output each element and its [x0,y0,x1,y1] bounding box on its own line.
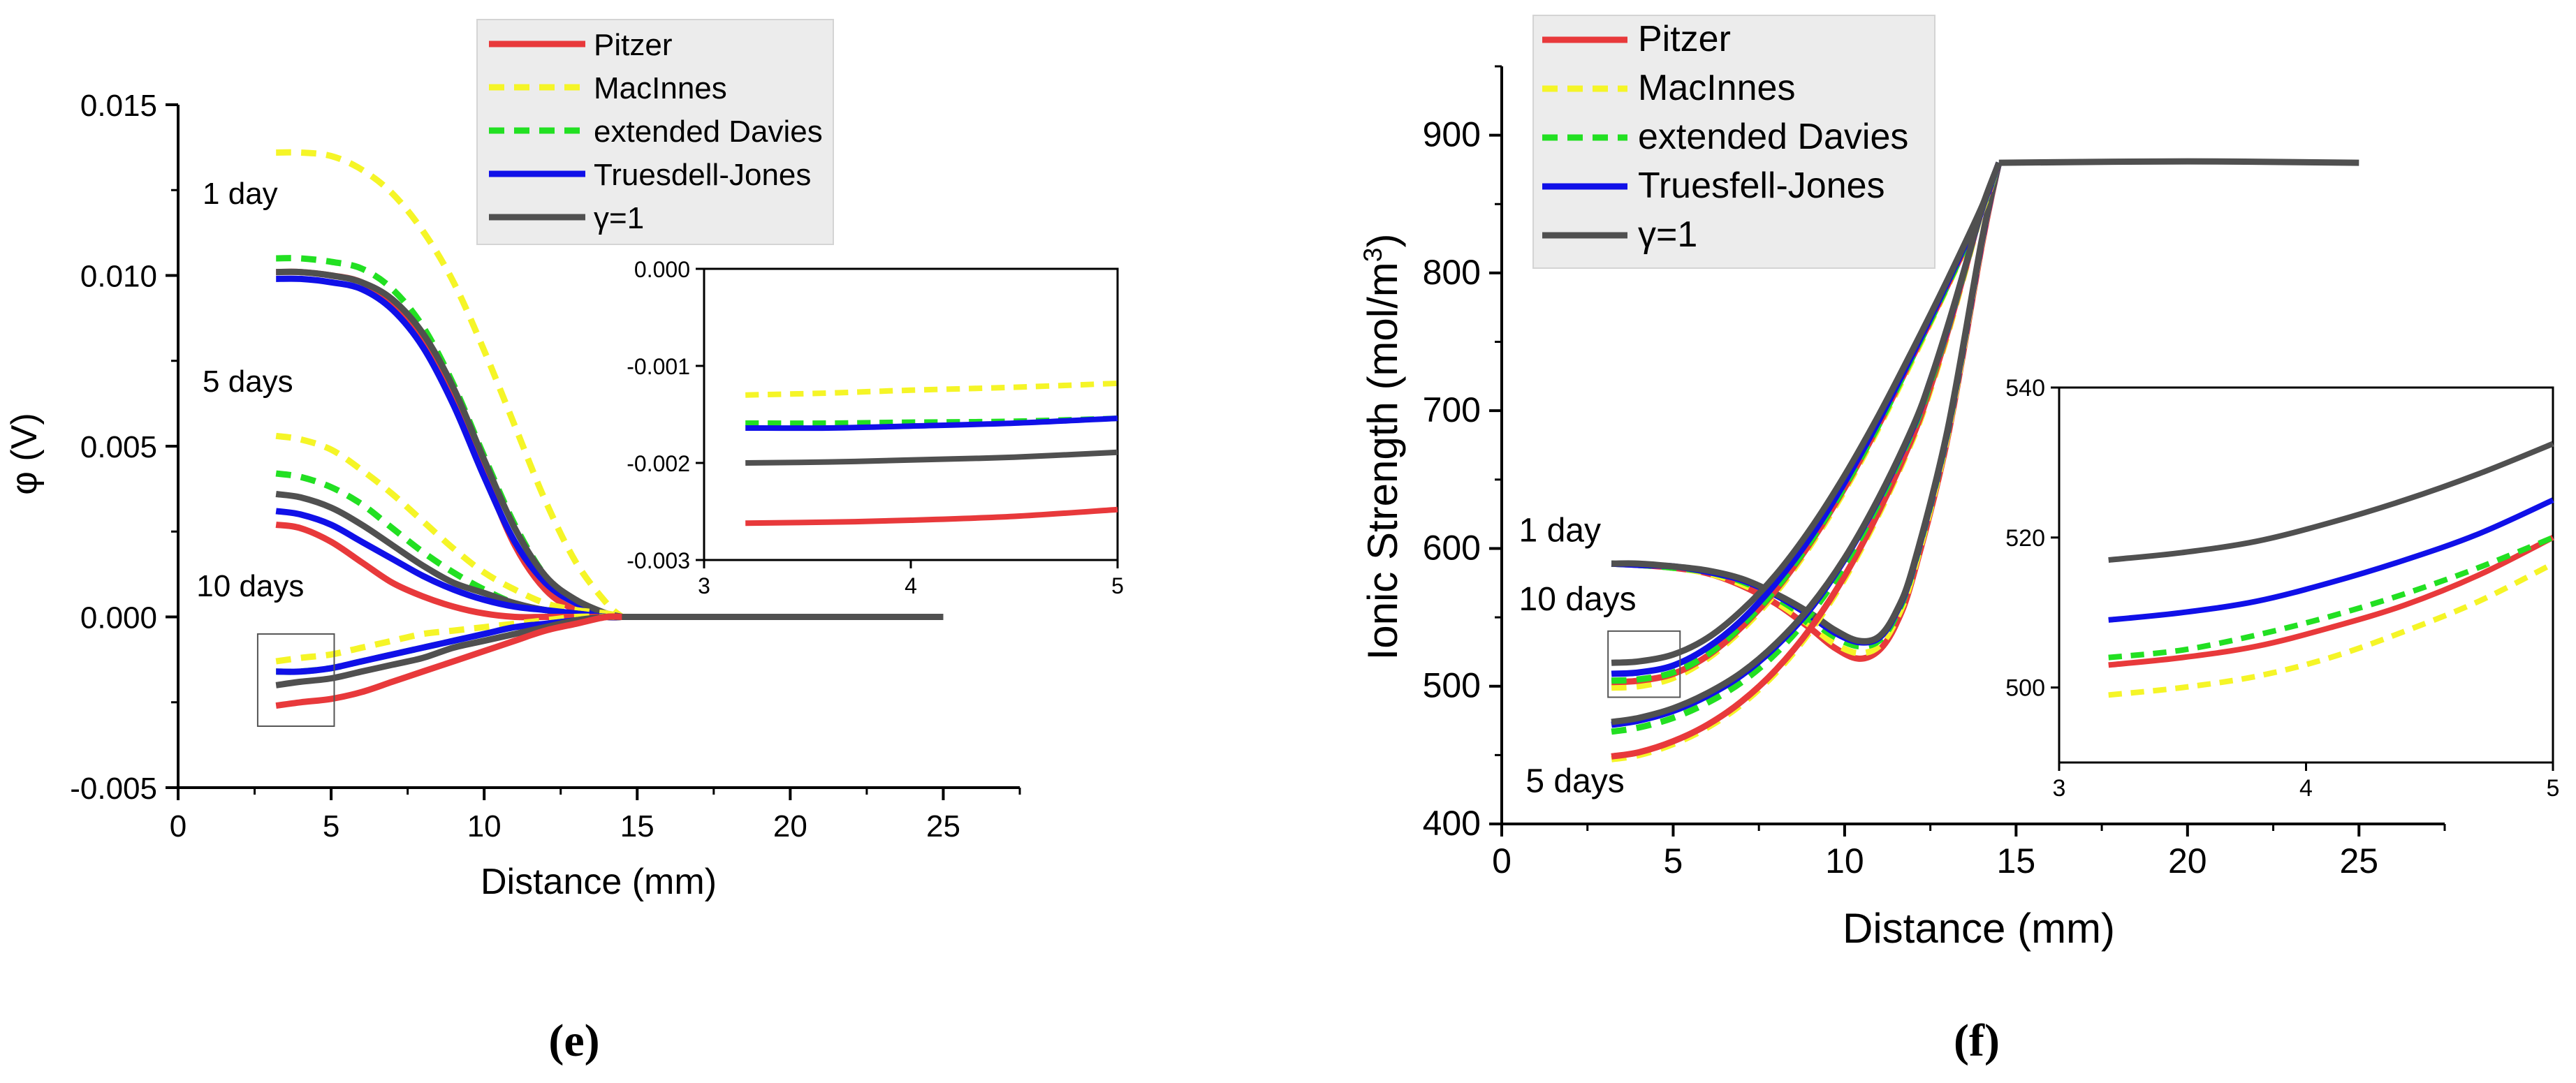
p1-y-tick-label: 800 [1423,253,1481,292]
panel-e-caption: (e) [548,1015,599,1066]
p1-y-axis-label-tail: ) [1359,234,1406,248]
p1-series-line-gamma-9 [1611,161,2002,666]
p0-legend-label-gamma: γ=1 [594,201,644,235]
p1-legend-label-pitzer: Pitzer [1638,19,1731,59]
p1-annotation-label: 5 days [1525,763,1624,800]
p0-inset-x-tick-label: 4 [905,573,917,598]
p1-inset-series-line-davies-2 [2108,535,2554,661]
p1-y-tick-label: 400 [1423,804,1481,843]
p0-series-line-pitzer-2 [276,268,622,621]
p0-y-tick-label: 0.005 [80,430,157,464]
p1-x-tick-label: 25 [2339,841,2378,881]
p1-inset-y-tick-label: 540 [2005,375,2045,401]
p0-y-tick-label: 0.000 [80,601,157,635]
p1-inset-series-line-truesdell-3 [2108,497,2554,623]
p1-x-axis-label: Distance (mm) [1843,905,2115,952]
p0-x-tick-label: 0 [170,809,186,843]
p1-legend-label-gamma: γ=1 [1638,214,1697,255]
p0-inset-series-line-pitzer-4 [745,506,1118,526]
p0-x-tick-label: 20 [773,809,807,843]
p1-inset-y-tick-label: 520 [2005,525,2045,552]
p1-inset-x-tick-label: 3 [2053,775,2066,802]
p0-x-tick-label: 10 [467,809,502,843]
p1-annotation-label: 1 day [1519,513,1601,550]
p0-x-axis-label: Distance (mm) [481,862,717,902]
p0-series-line-gamma-4 [276,268,623,620]
p1-inset-series-line-macinnes-0 [2108,561,2554,698]
p1-legend-box [1532,15,1935,269]
p1-x-tick-label: 5 [1664,841,1683,881]
p1-x-tick-label: 0 [1492,841,1512,881]
p1-series-line-gamma-15 [1998,158,2359,166]
p1-annotation-label: 10 days [1519,581,1637,618]
p1-inset-series-line-gamma-4 [2108,441,2554,563]
p0-legend-label-davies: extended Davies [594,115,823,149]
p0-inset-y-tick-label: -0.002 [627,451,690,476]
p1-legend-label-macinnes: MacInnes [1638,68,1795,108]
p0-inset-y-tick-label: -0.001 [627,354,690,379]
panel-f-chart: 0 5 10 15 20 25 400 500 600 700 800 900 Distance (mm… [1358,15,2559,952]
p0-zoom-box [256,633,335,727]
p0-series-line-macinnes-5 [275,432,623,620]
p0-x-tick-label: 25 [926,809,960,843]
p0-inset-series-line-gamma-3 [745,449,1118,466]
p1-x-tick-label: 10 [1825,841,1864,881]
p1-inset-series-line-pitzer-1 [2108,535,2554,668]
p0-series-line-truesdell-8 [275,508,622,621]
p1-inset-chart: 3 4 5 500 520 540 [2005,375,2559,802]
p1-inset-x-tick-label: 4 [2299,775,2313,802]
p1-series-line-gamma-14 [1611,161,2003,725]
p0-legend-label-truesdell: Truesdell-Jones [594,158,811,192]
p1-inset-y-tick-label: 500 [2005,675,2045,702]
p0-series-line-macinnes-10 [275,613,622,665]
p0-legend-box [476,19,834,245]
p1-series-line-gamma-4 [1611,162,2003,644]
p0-series-line-macinnes-0 [276,149,624,619]
p0-annotation-label: 5 days [203,364,293,399]
p1-legend-label-davies: extended Davies [1638,117,1908,157]
p0-series-line-truesdell-3 [276,275,623,620]
panel-e-chart: 0 5 10 15 20 25 -0.005 0.000 0.005 0.010 0.015 Dist… [4,19,1124,902]
p1-y-axis-label-main: Ionic Strength (mol/m [1359,262,1406,660]
p0-inset-y-tick-label: -0.003 [627,548,690,573]
p1-y-tick-label: 700 [1423,390,1481,429]
p0-inset-x-tick-label: 3 [698,573,710,598]
p0-y-tick-label: 0.015 [80,89,157,123]
p0-x-tick-label: 15 [620,809,654,843]
p0-inset-chart: 3 4 5 -0.003 -0.002 -0.001 0.000 [627,257,1124,598]
p0-annotation-label: 1 day [203,177,278,211]
p0-inset-series-line-truesdell-2 [745,415,1118,432]
p1-y-axis-label-sup: 3 [1358,248,1387,263]
p0-series-line-gamma-13 [275,613,622,688]
p0-x-tick-label: 5 [323,809,339,843]
p0-inset-y-tick-label: 0.000 [634,257,690,282]
p1-y-axis-label: Ionic Strength (mol/m3) [1358,234,1406,661]
p1-x-tick-label: 15 [1997,841,2036,881]
p0-series-line-davies-1 [276,255,623,620]
p1-legend: Pitzer MacInnes extended Davies Truesfell-J… [1532,15,1935,269]
p1-x-tick-label: 20 [2168,841,2207,881]
panel-f-caption: (f) [1954,1015,2000,1066]
p1-zoom-box [1607,630,1681,698]
p1-inset-x-tick-label: 5 [2547,775,2560,802]
p0-inset-x-tick-label: 5 [1111,573,1124,598]
p0-y-tick-label: 0.010 [80,260,157,294]
p0-y-tick-label: -0.005 [70,772,157,806]
p1-y-tick-label: 900 [1423,115,1481,154]
p1-legend-label-truesdell: Truesfell-Jones [1638,165,1885,206]
p1-inset-frame [2058,386,2554,764]
p0-y-axis-label: φ (V) [4,413,45,494]
p0-series-line-pitzer-14 [275,613,622,709]
p0-legend: Pitzer MacInnes extended Davies Truesdell-J… [476,19,834,245]
p1-y-tick-label: 500 [1423,666,1481,705]
p0-annotation-label: 10 days [196,569,304,603]
p1-y-tick-label: 600 [1423,528,1481,567]
p0-legend-label-pitzer: Pitzer [594,28,672,62]
p0-legend-label-macinnes: MacInnes [594,71,727,105]
